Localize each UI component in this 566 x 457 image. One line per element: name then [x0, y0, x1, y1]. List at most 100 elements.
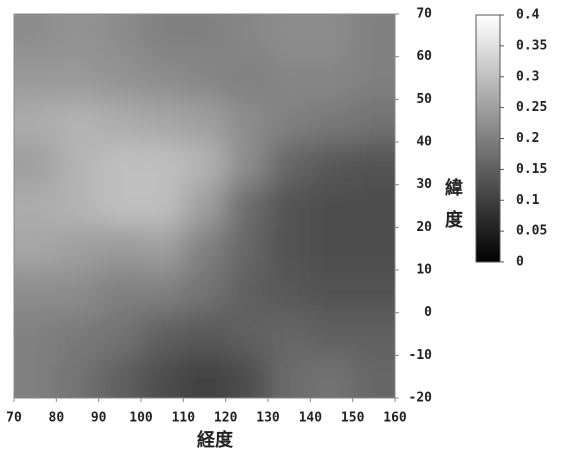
heat-cell	[183, 99, 227, 143]
heat-cell	[225, 227, 269, 271]
heat-cell	[310, 56, 354, 100]
heat-cell	[268, 184, 311, 228]
y-tick-label: 60	[416, 49, 432, 64]
colorbar-tick-label: 0.05	[516, 224, 547, 239]
colorbar-tick-label: 0.2	[516, 131, 539, 146]
colorbar-tick-label: 0.15	[516, 162, 547, 177]
heat-cell	[352, 270, 395, 314]
heat-cell	[310, 142, 354, 186]
heat-cell	[14, 312, 57, 356]
heat-cell	[98, 270, 142, 314]
heat-cell	[141, 355, 184, 398]
heat-cell	[56, 99, 100, 143]
heat-cell	[310, 227, 354, 271]
heat-cell	[268, 14, 311, 58]
heat-cell	[352, 312, 395, 356]
x-tick-label: 100	[129, 411, 153, 426]
y-tick-label: -20	[409, 391, 433, 406]
colorbar-tick-label: 0.25	[516, 100, 547, 115]
heat-cell	[56, 184, 100, 228]
heat-cell	[56, 56, 100, 100]
colorbar-tick-label: 0	[516, 255, 524, 270]
heat-cell	[352, 14, 395, 58]
heat-cell	[141, 227, 184, 271]
heat-cell	[183, 270, 227, 314]
y-tick-label: 70	[416, 7, 432, 22]
heat-cell	[98, 142, 142, 186]
y-tick-label: 10	[416, 263, 432, 278]
x-tick-label: 80	[49, 411, 65, 426]
colorbar	[475, 14, 501, 263]
heat-cell	[183, 184, 227, 228]
heat-cell	[310, 312, 354, 356]
heat-cell	[268, 99, 311, 143]
x-tick-label: 120	[214, 411, 238, 426]
heat-cell	[14, 99, 57, 143]
heat-cell	[98, 227, 142, 271]
heat-cell	[183, 355, 227, 398]
heat-cell	[141, 14, 184, 58]
heat-cell	[14, 355, 57, 398]
heat-cell	[225, 355, 269, 398]
heat-cell	[310, 355, 354, 398]
heat-cell	[310, 99, 354, 143]
heat-cell	[98, 14, 142, 58]
heat-cell	[183, 227, 227, 271]
heat-cell	[225, 14, 269, 58]
heat-cell	[268, 270, 311, 314]
heat-cell	[56, 227, 100, 271]
colorbar-tick-label: 0.1	[516, 193, 540, 208]
x-axis-label: 経度	[197, 429, 234, 451]
heat-cell	[14, 270, 57, 314]
heat-cell	[56, 142, 100, 186]
heat-cell	[14, 14, 57, 58]
heat-cell	[183, 142, 227, 186]
heat-cell	[183, 312, 227, 356]
heat-cell	[141, 56, 184, 100]
heat-cell	[310, 270, 354, 314]
heat-cell	[141, 184, 184, 228]
heat-cell	[56, 270, 100, 314]
colorbar-tick-label: 0.3	[516, 69, 539, 84]
x-tick-label: 90	[91, 411, 107, 426]
heat-cell	[310, 14, 354, 58]
heat-cell	[225, 56, 269, 100]
heat-cell	[56, 355, 100, 398]
heat-cell	[183, 14, 227, 58]
heat-cell	[352, 227, 395, 271]
heat-cell	[268, 355, 311, 398]
x-tick-label: 130	[256, 411, 280, 426]
heat-cell	[268, 142, 311, 186]
y-tick-label: -10	[409, 348, 433, 363]
heat-cell	[352, 56, 395, 100]
heat-cell	[141, 99, 184, 143]
heat-cell	[310, 184, 354, 228]
heat-cell	[14, 184, 57, 228]
x-tick-label: 110	[172, 411, 196, 426]
heat-cell	[352, 99, 395, 143]
heat-cell	[225, 142, 269, 186]
y-axis-label: 緯度	[442, 177, 463, 242]
heat-cell	[225, 312, 269, 356]
x-tick-label: 140	[299, 411, 323, 426]
y-tick-label: 40	[416, 135, 432, 150]
heat-cell	[352, 142, 395, 186]
heat-cell	[141, 270, 184, 314]
y-tick-label: 0	[424, 305, 432, 320]
heat-cell	[14, 142, 57, 186]
plot-frame	[13, 13, 396, 399]
heat-cell	[352, 355, 395, 398]
x-tick-label: 70	[6, 411, 22, 426]
heat-cell	[14, 227, 57, 271]
heat-cell	[225, 184, 269, 228]
heat-cell	[98, 184, 142, 228]
x-tick-label: 150	[341, 411, 365, 426]
heat-cell	[56, 14, 100, 58]
heatmap-area	[14, 14, 395, 398]
heat-cell	[98, 56, 142, 100]
y-tick-label: 30	[416, 177, 432, 192]
heat-cell	[14, 56, 57, 100]
heat-cell	[225, 270, 269, 314]
heat-cell	[268, 56, 311, 100]
